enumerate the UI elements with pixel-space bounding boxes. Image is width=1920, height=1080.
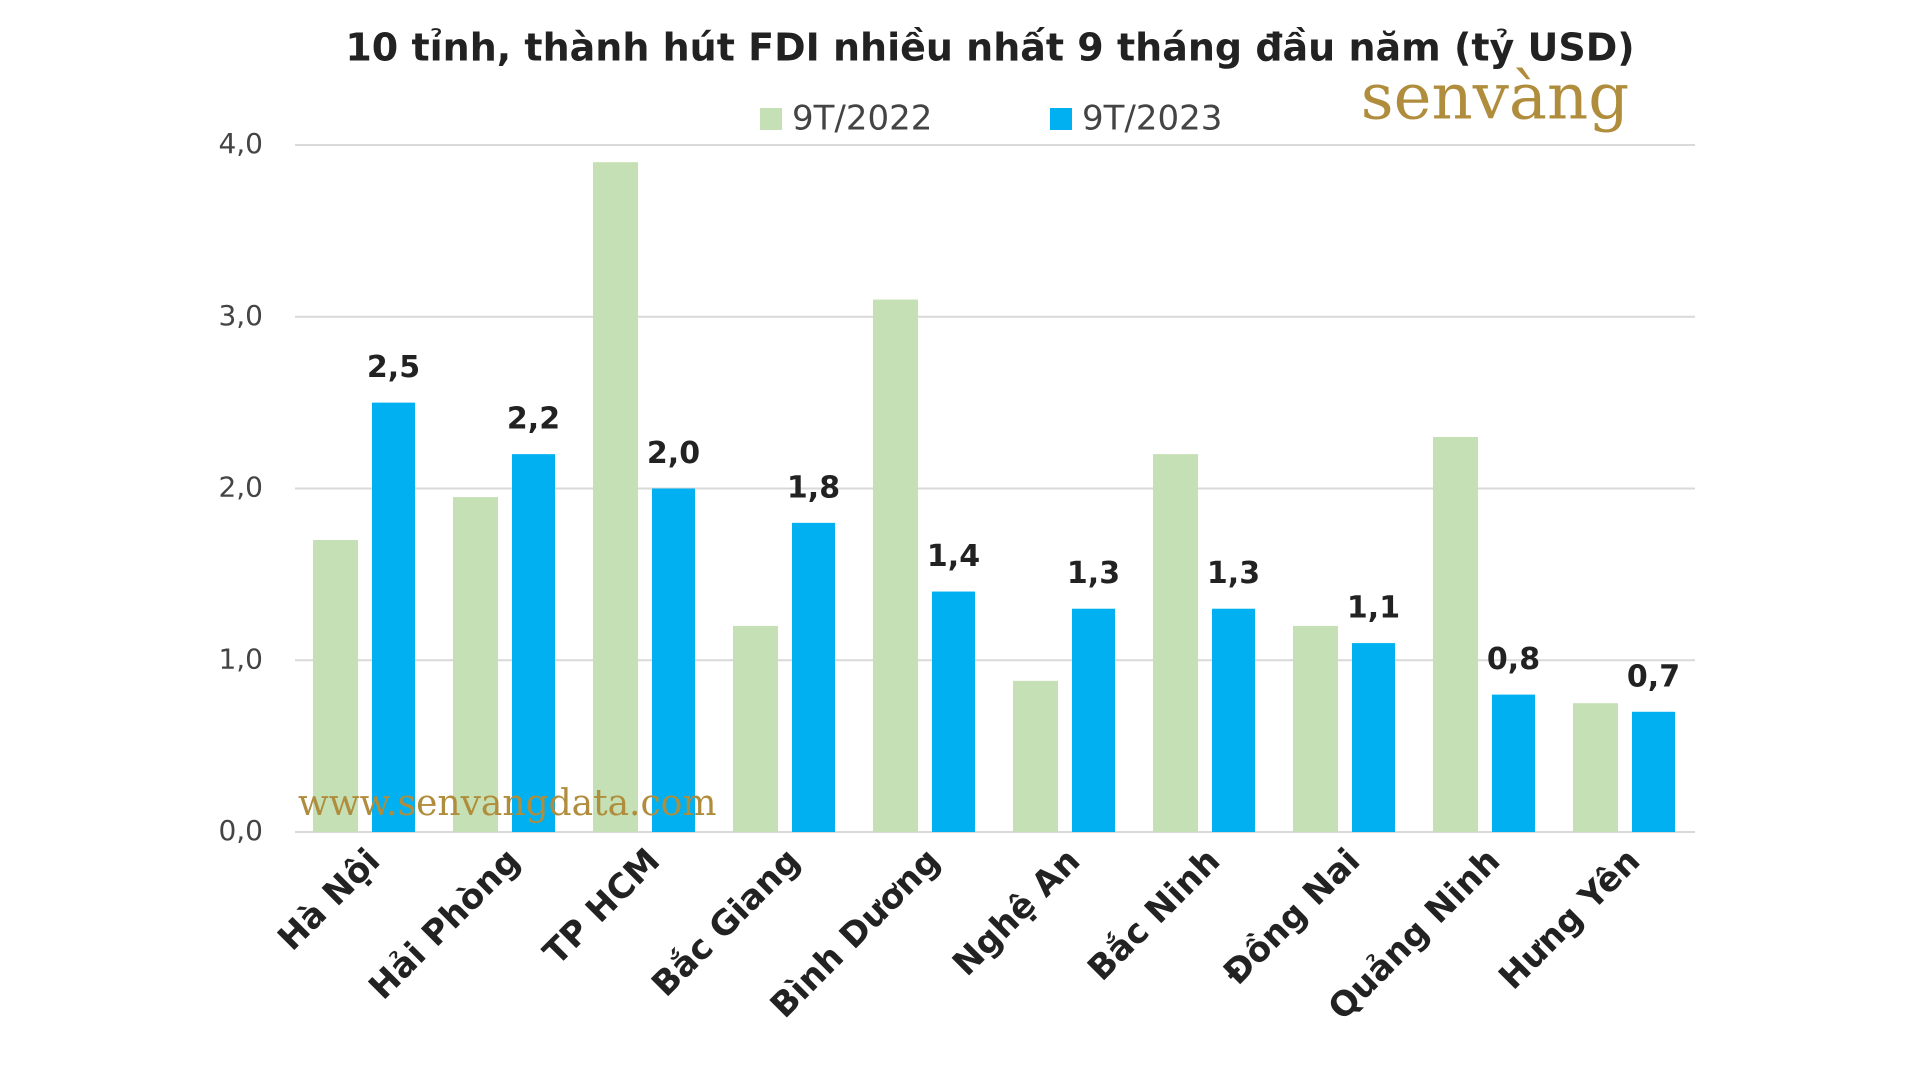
data-label: 2,0 bbox=[647, 436, 700, 471]
bar bbox=[652, 488, 695, 832]
x-tick-group: Nghệ An bbox=[945, 841, 1088, 984]
x-tick-group: Hải Phòng bbox=[361, 841, 528, 1008]
bar bbox=[733, 625, 778, 832]
bar bbox=[1492, 694, 1535, 832]
x-tick-label: Hưng Yên bbox=[1491, 841, 1648, 998]
watermark-url: www.senvangdata.com bbox=[298, 783, 716, 824]
x-tick-group: Đồng Nai bbox=[1216, 841, 1368, 993]
x-tick-label: TP HCM bbox=[536, 841, 668, 973]
y-tick-label: 4,0 bbox=[218, 127, 263, 160]
bar bbox=[1212, 608, 1255, 832]
x-tick-label: Hà Nội bbox=[270, 841, 388, 959]
bar bbox=[512, 454, 555, 832]
data-label: 1,4 bbox=[927, 539, 980, 574]
bar bbox=[873, 299, 918, 832]
bar bbox=[1632, 711, 1675, 832]
bar bbox=[453, 497, 498, 832]
bar bbox=[1573, 703, 1618, 832]
data-label: 0,7 bbox=[1627, 659, 1680, 694]
data-label: 1,8 bbox=[787, 470, 840, 505]
x-tick-label: Nghệ An bbox=[945, 841, 1088, 984]
data-label: 2,2 bbox=[507, 402, 560, 437]
data-label: 1,3 bbox=[1207, 556, 1260, 591]
x-tick-label: Bắc Ninh bbox=[1080, 841, 1228, 989]
data-label: 0,8 bbox=[1487, 642, 1540, 677]
y-tick-label: 3,0 bbox=[218, 299, 263, 332]
x-tick-group: Hưng Yên bbox=[1491, 841, 1648, 998]
bar bbox=[1072, 608, 1115, 832]
y-tick-label: 2,0 bbox=[218, 471, 263, 504]
y-tick-label: 0,0 bbox=[218, 814, 263, 847]
data-label: 2,5 bbox=[367, 350, 420, 385]
watermark-logo: senvàng bbox=[1361, 61, 1629, 135]
bar bbox=[313, 540, 358, 832]
bar bbox=[1293, 625, 1338, 832]
data-label: 1,1 bbox=[1347, 591, 1400, 626]
bar bbox=[1433, 436, 1478, 832]
bar bbox=[372, 402, 415, 832]
bar bbox=[1153, 454, 1198, 832]
x-tick-label: Đồng Nai bbox=[1216, 841, 1368, 993]
legend-swatch bbox=[760, 108, 782, 130]
x-tick-group: Bắc Ninh bbox=[1080, 841, 1228, 989]
data-label: 1,3 bbox=[1067, 556, 1120, 591]
bar bbox=[593, 162, 638, 833]
bar bbox=[1352, 643, 1395, 832]
x-tick-group: Hà Nội bbox=[270, 841, 388, 959]
x-tick-label: Hải Phòng bbox=[361, 841, 528, 1008]
legend-label: 9T/2023 bbox=[1082, 99, 1222, 139]
bar bbox=[932, 591, 975, 832]
chart-title: 10 tỉnh, thành hút FDI nhiều nhất 9 thán… bbox=[345, 26, 1634, 70]
bar bbox=[1013, 680, 1058, 832]
y-tick-label: 1,0 bbox=[218, 642, 263, 675]
legend-swatch bbox=[1050, 108, 1072, 130]
bar bbox=[792, 522, 835, 832]
x-tick-group: TP HCM bbox=[536, 841, 668, 973]
legend-label: 9T/2022 bbox=[792, 99, 932, 139]
